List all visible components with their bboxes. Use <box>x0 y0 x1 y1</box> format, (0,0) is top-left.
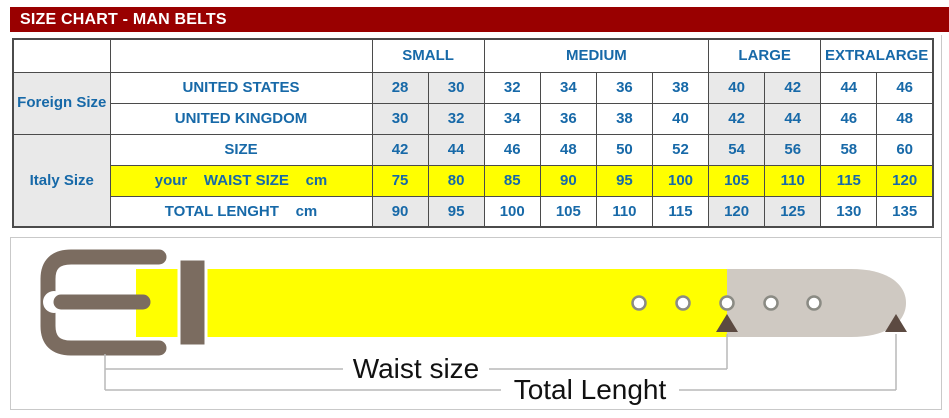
belt-illustration: Waist size Total Lenght <box>40 249 907 405</box>
table-row-total-length: TOTAL LENGHT cm 90 95 100 105 110 115 12… <box>13 195 934 228</box>
size-cell: 32 <box>483 71 541 104</box>
size-cell: 100 <box>651 164 710 197</box>
size-cell: 28 <box>371 71 429 104</box>
size-cell: 85 <box>483 164 541 197</box>
group-header-row: SMALL MEDIUM LARGE EXTRALARGE <box>12 38 934 73</box>
waist-marker-triangle-icon <box>716 314 738 332</box>
size-cell: 48 <box>876 102 934 135</box>
group-header-medium: MEDIUM <box>483 38 710 73</box>
size-cell: 95 <box>595 164 653 197</box>
size-cell: 105 <box>708 164 766 197</box>
total-length-label: Total Lenght <box>514 374 667 405</box>
belt-diagram: Waist size Total Lenght <box>10 237 942 410</box>
size-cell: 40 <box>651 102 710 135</box>
corner-cell-2 <box>109 38 373 73</box>
size-cell: 42 <box>708 102 766 135</box>
size-cell: 105 <box>539 195 597 228</box>
size-cell: 90 <box>371 195 429 228</box>
size-cell: 42 <box>371 133 429 166</box>
corner-cell <box>12 38 111 73</box>
size-cell: 36 <box>595 71 653 104</box>
measurement-lines <box>104 334 897 391</box>
waist-size-label: Waist size <box>353 353 480 384</box>
size-cell: 56 <box>764 133 822 166</box>
size-cell: 42 <box>764 71 822 104</box>
size-cell: 120 <box>876 164 934 197</box>
group-header-small: SMALL <box>371 38 485 73</box>
size-cell: 110 <box>764 164 822 197</box>
size-cell: 46 <box>876 71 934 104</box>
size-cell: 38 <box>595 102 653 135</box>
size-cell: 120 <box>708 195 766 228</box>
waist-size-line <box>105 334 728 370</box>
size-cell: 34 <box>539 71 597 104</box>
size-cell: 36 <box>539 102 597 135</box>
row-group-foreign-size: Foreign Size <box>12 71 111 135</box>
size-cell: 44 <box>764 102 822 135</box>
row-label-united-kingdom: UNITED KINGDOM <box>109 102 373 135</box>
page-title: SIZE CHART - MAN BELTS <box>10 7 949 32</box>
row-label-united-states: UNITED STATES <box>109 71 373 104</box>
size-cell: 115 <box>820 164 878 197</box>
size-cell: 90 <box>539 164 597 197</box>
total-marker-triangle-icon <box>885 314 907 332</box>
size-cell: 40 <box>708 71 766 104</box>
row-label-total-length: TOTAL LENGHT cm <box>109 195 373 228</box>
size-cell: 38 <box>651 71 710 104</box>
size-cell: 54 <box>708 133 766 166</box>
size-cell: 34 <box>483 102 541 135</box>
size-cell: 60 <box>876 133 934 166</box>
size-cell: 135 <box>876 195 934 228</box>
total-length-line <box>105 334 897 391</box>
size-cell: 30 <box>371 102 429 135</box>
size-cell: 95 <box>427 195 485 228</box>
belt-holes <box>631 295 822 311</box>
row-label-waist-size: your WAIST SIZE cm <box>109 164 373 197</box>
size-cell: 46 <box>820 102 878 135</box>
size-cell: 50 <box>595 133 653 166</box>
size-cell: 30 <box>427 71 485 104</box>
table-row-waist-size: your WAIST SIZE cm 75 80 85 90 95 100 10… <box>13 164 934 197</box>
group-header-large: LARGE <box>708 38 822 73</box>
size-cell: 115 <box>651 195 710 228</box>
size-cell: 44 <box>820 71 878 104</box>
size-cell: 32 <box>427 102 485 135</box>
table-row-united-states: Foreign Size UNITED STATES 28 30 32 34 3… <box>12 71 934 135</box>
belt-hole-icon <box>675 295 691 311</box>
row-group-italy-size: Italy Size <box>12 133 111 228</box>
size-table: SMALL MEDIUM LARGE EXTRALARGE Foreign Si… <box>12 38 934 228</box>
size-cell: 44 <box>427 133 485 166</box>
size-cell: 110 <box>595 195 653 228</box>
right-border-rule <box>941 35 942 238</box>
belt-strap <box>136 269 727 337</box>
size-cell: 125 <box>764 195 822 228</box>
size-cell: 75 <box>371 164 429 197</box>
belt-hole-icon <box>719 295 735 311</box>
table-row-italy-size: Italy Size SIZE 42 44 46 48 50 52 54 56 … <box>12 133 934 228</box>
belt-hole-icon <box>763 295 779 311</box>
size-cell: 48 <box>539 133 597 166</box>
size-cell: 58 <box>820 133 878 166</box>
belt-hole-icon <box>806 295 822 311</box>
group-header-extralarge: EXTRALARGE <box>820 38 934 73</box>
size-cell: 130 <box>820 195 878 228</box>
row-label-size: SIZE <box>109 133 373 166</box>
belt-hole-icon <box>631 295 647 311</box>
size-cell: 80 <box>427 164 485 197</box>
belt-loop-icon <box>177 257 208 348</box>
size-cell: 52 <box>651 133 710 166</box>
size-cell: 46 <box>483 133 541 166</box>
size-cell: 100 <box>483 195 541 228</box>
table-row-united-kingdom: UNITED KINGDOM 30 32 34 36 38 40 42 44 4… <box>13 102 934 135</box>
